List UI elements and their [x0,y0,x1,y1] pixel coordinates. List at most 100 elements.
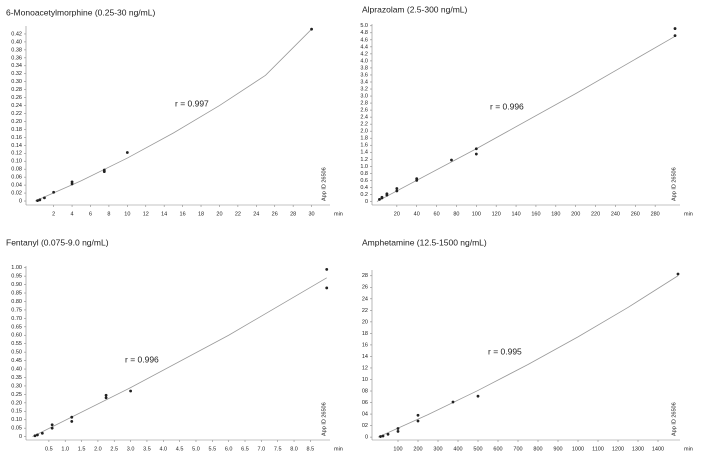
y-tick-label: 1.8 [360,136,368,142]
x-tick-label: 6.5 [241,446,249,452]
x-tick-label: 6 [89,211,92,217]
x-axis-label: min [334,211,343,217]
y-tick-label: 24 [362,296,368,302]
y-tick-label: 3.2 [360,86,368,92]
x-tick-label: 4.0 [159,446,167,452]
y-tick-label: 0.36 [11,55,22,61]
x-tick-label: 12 [143,211,149,217]
x-tick-label: 100 [472,211,481,217]
data-point [474,147,478,151]
x-tick-label: 24 [253,211,259,217]
data-point [450,158,453,162]
annotation: r = 0.997 [175,98,209,108]
data-point [70,420,74,423]
fit-curve [377,275,679,438]
data-point [125,151,129,154]
y-tick-label: 4.8 [360,30,368,36]
data-point [36,199,39,203]
data-point [129,389,133,393]
data-point [50,426,54,430]
y-tick-label: 0.06 [11,175,22,181]
y-tick-label: 0.04 [11,183,22,189]
app-id: App ID 26506 [321,167,327,201]
data-point [40,431,44,435]
x-tick-label: 0.5 [45,446,53,452]
y-tick-label: 0 [19,434,22,440]
y-tick-label: 1.6 [360,143,368,149]
data-point [395,187,399,190]
data-point [50,423,54,427]
x-tick-label: 160 [531,211,540,217]
x-tick-label: 2.5 [110,446,118,452]
y-tick-label: 4.2 [360,51,368,57]
y-tick-label: 0.15 [11,409,22,415]
y-tick-label: 0.75 [11,307,22,313]
y-tick-label: 0.08 [11,167,22,173]
data-point [52,190,56,194]
y-tick-label: 0.02 [11,191,22,197]
x-tick-label: 280 [651,211,660,217]
fit-curve [32,277,327,437]
x-tick-label: 22 [235,211,241,217]
x-tick-label: 5.0 [192,446,200,452]
x-tick-label: 500 [473,446,482,452]
chart-title: Alprazolam (2.5-300 ng/mL) [362,4,468,14]
x-tick-label: 10 [124,211,130,217]
y-tick-label: 0.20 [11,400,22,406]
y-tick-label: 0.34 [11,63,22,69]
y-tick-label: 08 [362,388,368,394]
y-tick-label: 0.85 [11,290,22,296]
chart-title: Amphetamine (12.5-1500 ng/mL) [362,237,487,247]
x-tick-label: 80 [453,211,459,217]
x-tick-label: 60 [434,211,440,217]
x-tick-label: 1000 [572,446,584,452]
x-tick-label: 8 [107,211,110,217]
y-tick-label: 28 [362,273,368,279]
data-point [70,415,74,419]
data-point [43,196,46,200]
data-point [104,396,108,400]
data-point [70,182,74,186]
data-point [310,27,313,31]
y-tick-label: 4.0 [360,58,368,64]
y-tick-label: 0.60 [11,333,22,339]
y-tick-label: 0.22 [11,111,22,117]
x-tick-label: 5.5 [208,446,216,452]
x-tick-label: 140 [511,211,520,217]
y-tick-label: 0.05 [11,426,22,432]
x-tick-label: 400 [453,446,462,452]
x-tick-label: 700 [513,446,522,452]
annotation: r = 0.996 [125,354,159,364]
x-tick-label: 800 [533,446,542,452]
y-tick-label: 2.0 [360,129,368,135]
data-point [396,427,400,430]
x-tick-label: 900 [553,446,562,452]
app-id: App ID 26506 [321,402,327,436]
x-tick-label: 260 [631,211,640,217]
x-tick-label: 28 [290,211,296,217]
x-axis-label: min [684,446,693,452]
x-tick-label: 6.0 [225,446,233,452]
x-tick-label: 8.5 [307,446,315,452]
x-tick-label: 1.5 [78,446,86,452]
y-tick-label: 0.32 [11,71,22,77]
app-id: App ID 26506 [671,402,677,436]
y-tick-label: 0.30 [11,383,22,389]
y-tick-label: 0.4 [360,185,368,191]
y-tick-label: 0.10 [11,417,22,423]
x-tick-label: 120 [492,211,501,217]
data-point [416,419,420,423]
x-tick-label: 26 [272,211,278,217]
x-tick-label: 1200 [612,446,624,452]
x-tick-label: 2 [52,211,55,217]
y-tick-label: 0.95 [11,274,22,280]
y-tick-label: 3.8 [360,65,368,71]
x-tick-label: 20 [216,211,222,217]
y-tick-label: 1.0 [360,164,368,170]
x-tick-label: 30 [309,211,315,217]
x-tick-label: 2.0 [94,446,102,452]
y-tick-label: 12 [362,365,368,371]
x-tick-label: 40 [414,211,420,217]
y-tick-label: 26 [362,285,368,291]
